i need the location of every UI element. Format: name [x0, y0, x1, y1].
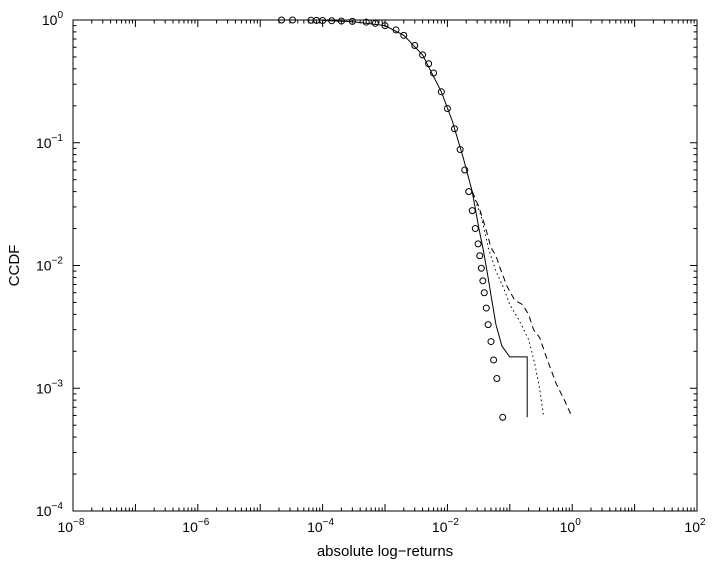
data-point-circle — [443, 105, 451, 113]
x-tick-label-exponent: −6 — [198, 517, 210, 528]
x-tick-label: 10−2 — [432, 517, 459, 535]
data-point-circle — [490, 356, 498, 364]
y-tick-label-base: 10 — [36, 135, 52, 151]
y-tick-label-exponent: −1 — [52, 133, 64, 144]
data-point-circle — [499, 413, 507, 421]
y-tick-label: 10−3 — [36, 378, 63, 396]
data-point-circle — [362, 18, 370, 26]
x-tick-label: 10−8 — [58, 517, 85, 535]
y-tick-label: 10−2 — [36, 256, 63, 274]
x-tick-label: 100 — [560, 517, 582, 535]
y-tick-label: 100 — [42, 10, 64, 28]
x-axis-label: absolute log−returns — [317, 543, 453, 560]
data-point-circle — [411, 41, 419, 49]
data-point-circle — [476, 252, 484, 260]
y-tick-label-base: 10 — [36, 380, 52, 396]
x-axis-ticks: 10−8 10−6 10−4 10−2 100 102 — [58, 20, 706, 535]
x-tick-label-base: 10 — [432, 519, 448, 535]
data-point-circle — [451, 125, 459, 133]
y-tick-label-base: 10 — [42, 12, 58, 28]
data-point-circle — [278, 16, 286, 24]
y-tick-label-base: 10 — [36, 258, 52, 274]
data-point-circle — [480, 289, 488, 297]
data-point-circle — [482, 304, 490, 312]
x-tick-label-exponent: −4 — [323, 517, 335, 528]
y-axis-label: CCDF — [6, 245, 23, 287]
series-layer — [278, 16, 573, 421]
x-tick-label-base: 10 — [560, 519, 576, 535]
series-line-solid — [322, 20, 528, 418]
data-point-circle — [474, 240, 482, 248]
data-point-circle — [479, 277, 487, 285]
y-tick-label-exponent: −2 — [52, 256, 64, 267]
data-point-circle — [371, 19, 379, 27]
x-tick-label-exponent: 0 — [575, 517, 581, 528]
x-tick-label-base: 10 — [58, 519, 74, 535]
data-point-circle — [419, 51, 427, 59]
data-point-circle — [437, 88, 445, 96]
y-tick-label-exponent: −4 — [52, 501, 64, 512]
y-tick-label-base: 10 — [36, 503, 52, 519]
y-tick-label-exponent: 0 — [57, 10, 63, 21]
x-tick-label: 10−6 — [182, 517, 209, 535]
x-tick-label-base: 10 — [182, 519, 198, 535]
x-tick-label-base: 10 — [684, 519, 700, 535]
x-tick-label-exponent: −2 — [447, 517, 459, 528]
series-line-dashed — [471, 191, 573, 418]
y-tick-label: 10−1 — [36, 133, 63, 151]
x-tick-label-exponent: −8 — [73, 517, 85, 528]
y-tick-label: 10−4 — [36, 501, 63, 519]
x-tick-label: 102 — [684, 517, 706, 535]
data-point-circle — [461, 166, 469, 174]
data-point-circle — [484, 321, 492, 329]
plot-area — [72, 19, 698, 512]
data-point-circle — [289, 16, 297, 24]
data-point-circle — [493, 375, 501, 383]
data-point-circle — [471, 225, 479, 233]
x-tick-label: 10−4 — [307, 517, 334, 535]
x-tick-label-base: 10 — [307, 519, 323, 535]
y-tick-label-exponent: −3 — [52, 378, 64, 389]
data-point-circle — [477, 264, 485, 272]
x-tick-label-exponent: 2 — [700, 517, 706, 528]
data-point-circle — [487, 338, 495, 346]
data-point-circle — [400, 31, 408, 39]
